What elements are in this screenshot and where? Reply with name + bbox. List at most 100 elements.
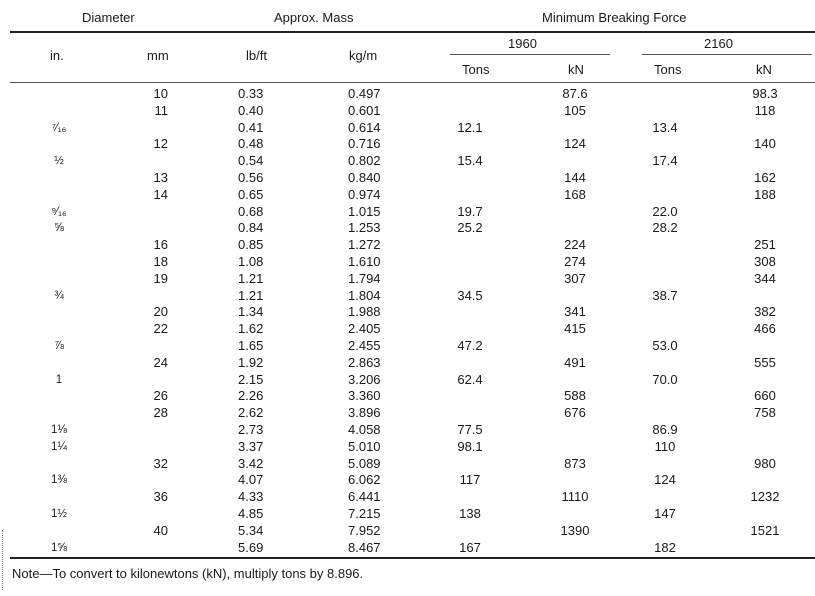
cell-lb-ft: 0.65 [238, 186, 264, 202]
cell-kg-m: 3.896 [348, 405, 381, 421]
cell-kn-1960: 676 [564, 405, 586, 421]
header-tons-2160: Tons [654, 62, 682, 77]
header-top-rule [10, 31, 815, 33]
cell-tons-1960: 117 [459, 472, 481, 488]
header-year-2160: 2160 [704, 36, 733, 51]
cell-mm: 11 [154, 102, 169, 118]
cell-kn-2160: 251 [754, 237, 776, 253]
cell-kn-1960: 224 [564, 237, 586, 253]
cell-kn-2160: 660 [754, 388, 776, 404]
header-min-breaking-force: Minimum Breaking Force [542, 10, 687, 25]
cell-mm: 12 [153, 136, 168, 152]
cell-lb-ft: 2.15 [238, 371, 264, 387]
cell-kg-m: 0.601 [348, 102, 381, 118]
cell-in: ⅞ [54, 340, 64, 352]
table-row: 22 1.62 2.405 415 466 [10, 321, 815, 338]
table-row: 12 0.48 0.716 124 140 [10, 136, 815, 153]
cell-kn-1960: 105 [564, 102, 586, 118]
table-row: ⅝ 0.84 1.253 25.2 28.2 [10, 220, 815, 237]
cell-kn-1960: 491 [564, 354, 586, 370]
cell-lb-ft: 5.69 [238, 539, 264, 555]
cell-kn-1960: 87.6 [562, 86, 588, 101]
header-2160-rule [642, 54, 812, 55]
table-row: 24 1.92 2.863 491 555 [10, 355, 815, 372]
cell-tons-2160: 17.4 [652, 153, 678, 169]
cell-lb-ft: 0.85 [238, 237, 264, 253]
cell-kg-m: 1.610 [348, 254, 381, 269]
table-row: 13 0.56 0.840 144 162 [10, 170, 815, 187]
cell-tons-2160: 22.0 [652, 203, 678, 219]
table-bottom-rule [10, 557, 815, 559]
header-year-1960: 1960 [508, 36, 537, 51]
cell-kn-1960: 124 [564, 136, 586, 152]
header-kn-2160: kN [756, 62, 772, 77]
cell-kg-m: 4.058 [348, 422, 381, 437]
cell-kn-2160: 758 [754, 405, 776, 421]
cell-tons-2160: 110 [654, 438, 676, 454]
table-row: 11 0.40 0.601 105 118 [10, 103, 815, 120]
cell-in: ⁹⁄₁₆ [51, 205, 67, 218]
cell-kg-m: 1.253 [348, 220, 381, 236]
margin-marks [2, 530, 5, 590]
cell-tons-2160: 38.7 [652, 287, 678, 303]
header-kn-1960: kN [568, 62, 584, 77]
cell-kg-m: 2.405 [348, 321, 381, 337]
table-row: ⁹⁄₁₆ 0.68 1.015 19.7 22.0 [10, 204, 815, 221]
cell-kg-m: 7.952 [348, 522, 381, 538]
cell-kn-1960: 307 [564, 270, 586, 286]
cell-in: 1 [55, 373, 63, 386]
cell-mm: 20 [153, 304, 168, 320]
cell-kn-2160: 344 [754, 270, 776, 286]
cell-kn-2160: 1521 [750, 522, 780, 538]
footnote: Note—To convert to kilonewtons (kN), mul… [12, 566, 364, 581]
cell-kn-1960: 168 [564, 186, 586, 202]
table-row: 10 0.33 0.497 87.6 98.3 [10, 86, 815, 103]
header-lbft: lb/ft [246, 48, 267, 63]
table-row: 1⅛ 2.73 4.058 77.5 86.9 [10, 422, 815, 439]
cell-lb-ft: 1.65 [238, 338, 264, 353]
cell-in: 1⅛ [51, 424, 67, 436]
cell-tons-2160: 53.0 [652, 338, 678, 353]
cell-kg-m: 0.840 [348, 170, 381, 185]
cell-lb-ft: 2.73 [238, 422, 264, 437]
cell-tons-2160: 182 [654, 539, 676, 555]
cell-lb-ft: 3.42 [238, 455, 264, 471]
cell-lb-ft: 2.26 [238, 388, 264, 404]
cell-tons-1960: 98.1 [457, 438, 483, 454]
cell-lb-ft: 1.21 [238, 270, 264, 286]
table-row: 1½ 4.85 7.215 138 147 [10, 506, 815, 523]
cell-lb-ft: 0.33 [238, 86, 264, 101]
cell-kg-m: 1.272 [348, 237, 381, 253]
cell-mm: 16 [153, 237, 168, 253]
cell-mm: 14 [153, 186, 168, 202]
cell-kg-m: 7.215 [348, 506, 381, 521]
cell-kg-m: 5.010 [348, 438, 381, 454]
cell-lb-ft: 0.84 [238, 220, 264, 236]
cell-kn-2160: 188 [754, 186, 776, 202]
header-mm: mm [147, 48, 169, 63]
cell-kg-m: 1.988 [348, 304, 381, 320]
cell-in: 1⅜ [51, 474, 67, 487]
cell-in: 1¼ [51, 440, 67, 453]
cell-tons-1960: 12.1 [457, 119, 483, 135]
cell-kg-m: 2.863 [348, 354, 381, 370]
cell-kn-2160: 308 [754, 254, 776, 269]
cell-kg-m: 2.455 [348, 338, 381, 353]
cell-tons-2160: 86.9 [652, 422, 678, 437]
cell-mm: 10 [153, 86, 168, 101]
table-row: 1¼ 3.37 5.010 98.1 110 [10, 439, 815, 456]
cell-mm: 36 [153, 489, 168, 505]
cell-kn-2160: 466 [754, 321, 776, 337]
header-approx-mass: Approx. Mass [274, 10, 354, 25]
cell-lb-ft: 4.07 [238, 472, 264, 488]
cell-mm: 32 [153, 455, 168, 471]
cell-lb-ft: 0.48 [238, 136, 264, 152]
cell-in: 1⅝ [51, 541, 67, 554]
cell-lb-ft: 1.08 [238, 254, 264, 269]
cell-kn-1960: 588 [564, 388, 586, 404]
cell-lb-ft: 0.40 [238, 102, 264, 118]
cell-kn-1960: 274 [564, 254, 586, 269]
cell-kg-m: 0.802 [348, 153, 381, 169]
cell-in: ⁷⁄₁₆ [51, 121, 67, 134]
table-row: 28 2.62 3.896 676 758 [10, 405, 815, 422]
